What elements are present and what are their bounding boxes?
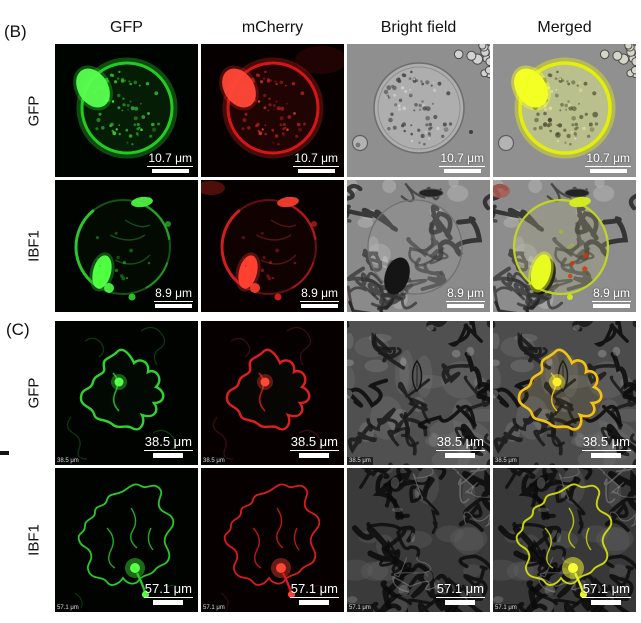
panel-label-b: (B)	[4, 22, 27, 41]
micrograph-image	[493, 468, 636, 612]
tile-row0-bf: 10.7 μm	[347, 44, 490, 177]
tile-row1-green: 8.9 μm	[55, 180, 198, 312]
micrograph-image	[201, 180, 344, 312]
scale-bar-label: 38.5 μm	[435, 434, 485, 451]
micrograph-image	[493, 44, 636, 177]
micrograph-image	[493, 180, 636, 312]
scale-bar: 8.9 μm	[154, 287, 193, 308]
column-header-2: Bright field	[380, 19, 457, 36]
scale-bar: 38.5 μm	[289, 434, 339, 458]
scale-bar-label: 57.1 μm	[435, 581, 485, 598]
scale-bar-line	[591, 453, 622, 458]
tile-row1-red: 8.9 μm	[201, 180, 344, 312]
tile-row0-red: 10.7 μm	[201, 44, 344, 177]
scale-bar: 57.1 μm	[435, 581, 485, 605]
scale-bar-line	[153, 453, 184, 458]
micrograph-image	[347, 180, 490, 312]
tile-row0-green: 10.7 μm	[55, 44, 198, 177]
scale-bar-label: 8.9 μm	[592, 286, 631, 302]
scale-bar: 10.7 μm	[439, 152, 485, 173]
tile-row0-merged: 10.7 μm	[493, 44, 636, 177]
column-header-1: mCherry	[241, 19, 304, 36]
scale-bar: 57.1 μm	[143, 581, 193, 605]
tile-row2-bf: 38.5 μm 38.5 μm	[347, 321, 490, 465]
scale-bar-line	[151, 169, 189, 173]
micrograph-image	[201, 321, 344, 465]
scale-bar-line	[297, 169, 335, 173]
scale-bar-line	[443, 169, 481, 173]
scale-bar: 8.9 μm	[592, 287, 631, 308]
scale-bar-label: 38.5 μm	[581, 434, 631, 451]
scale-bar: 38.5 μm	[143, 434, 193, 458]
scale-bar-label: 57.1 μm	[581, 581, 631, 598]
corner-scale-watermark: 57.1 μm	[347, 604, 373, 612]
scale-bar-line	[447, 304, 485, 308]
scale-bar-line	[593, 304, 631, 308]
scale-bar: 38.5 μm	[435, 434, 485, 458]
tile-row2-red: 38.5 μm 38.5 μm	[201, 321, 344, 465]
scale-bar: 8.9 μm	[300, 287, 339, 308]
row-label-c-2: GFP	[25, 377, 43, 409]
scale-bar-line	[299, 453, 330, 458]
tile-row3-bf: 57.1 μm 57.1 μm	[347, 468, 490, 612]
scale-bar-label: 38.5 μm	[289, 434, 339, 451]
row-label-b-1: IBF1	[25, 230, 43, 262]
column-header-0: GFP	[110, 19, 143, 36]
panel-label-c: (C)	[6, 320, 30, 339]
row-label-b-0: GFP	[25, 95, 43, 126]
corner-scale-watermark: 57.1 μm	[493, 604, 519, 612]
tile-row2-green: 38.5 μm 38.5 μm	[55, 321, 198, 465]
scale-bar: 10.7 μm	[585, 152, 631, 173]
scale-bar-label: 10.7 μm	[439, 151, 485, 167]
tile-row1-merged: 8.9 μm	[493, 180, 636, 312]
scale-bar-label: 8.9 μm	[300, 286, 339, 302]
micrograph-image	[201, 468, 344, 612]
scale-bar: 38.5 μm	[581, 434, 631, 458]
scale-bar-label: 57.1 μm	[143, 581, 193, 598]
scale-bar-label: 10.7 μm	[147, 151, 193, 167]
column-header-3: Merged	[537, 19, 592, 36]
tile-row3-green: 57.1 μm 57.1 μm	[55, 468, 198, 612]
scale-bar: 10.7 μm	[147, 152, 193, 173]
micrograph-image	[55, 468, 198, 612]
scale-bar-line	[445, 453, 476, 458]
scale-bar: 57.1 μm	[581, 581, 631, 605]
scale-bar-label: 10.7 μm	[585, 151, 631, 167]
scale-bar-label: 38.5 μm	[143, 434, 193, 451]
corner-scale-watermark: 38.5 μm	[201, 457, 227, 465]
scale-bar-line	[591, 600, 622, 605]
corner-scale-watermark: 38.5 μm	[55, 457, 81, 465]
scale-bar-line	[301, 304, 339, 308]
scale-bar-line	[589, 169, 627, 173]
left-bracket-tick	[0, 451, 9, 455]
corner-scale-watermark: 57.1 μm	[201, 604, 227, 612]
scale-bar-line	[153, 600, 184, 605]
micrograph-image	[347, 44, 490, 177]
scale-bar-line	[299, 600, 330, 605]
micrograph-image	[55, 321, 198, 465]
scale-bar-label: 8.9 μm	[446, 286, 485, 302]
corner-scale-watermark: 57.1 μm	[55, 604, 81, 612]
micrograph-image	[347, 321, 490, 465]
micrograph-image	[201, 44, 344, 177]
tile-row3-red: 57.1 μm 57.1 μm	[201, 468, 344, 612]
tile-row2-merged: 38.5 μm 38.5 μm	[493, 321, 636, 465]
scale-bar-line	[155, 304, 193, 308]
corner-scale-watermark: 38.5 μm	[493, 457, 519, 465]
scale-bar: 10.7 μm	[293, 152, 339, 173]
row-label-c-3: IBF1	[25, 524, 43, 556]
scale-bar: 8.9 μm	[446, 287, 485, 308]
micrograph-image	[347, 468, 490, 612]
scale-bar-line	[445, 600, 476, 605]
scale-bar-label: 8.9 μm	[154, 286, 193, 302]
tile-row3-merged: 57.1 μm 57.1 μm	[493, 468, 636, 612]
tile-row1-bf: 8.9 μm	[347, 180, 490, 312]
scale-bar-label: 57.1 μm	[289, 581, 339, 598]
scale-bar-label: 10.7 μm	[293, 151, 339, 167]
micrograph-image	[55, 44, 198, 177]
micrograph-image	[55, 180, 198, 312]
corner-scale-watermark: 38.5 μm	[347, 457, 373, 465]
scale-bar: 57.1 μm	[289, 581, 339, 605]
